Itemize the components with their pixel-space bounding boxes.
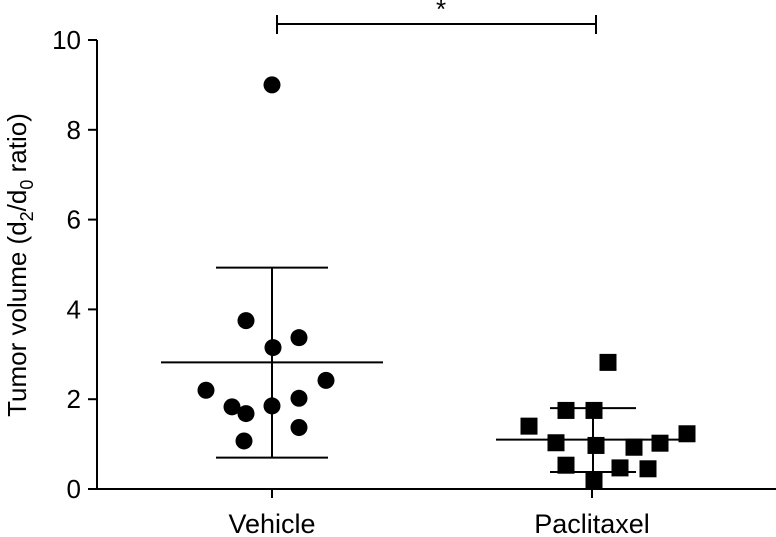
y-tick-label: 2 [67, 384, 81, 414]
data-point-square [547, 434, 565, 452]
data-point-square [585, 401, 603, 419]
data-point-square [557, 456, 575, 474]
data-point-square [585, 472, 603, 490]
y-tick-label: 8 [67, 115, 81, 145]
data-point-circle [223, 398, 241, 416]
data-markers [197, 76, 696, 490]
data-point-circle [290, 329, 308, 347]
y-tick-label: 0 [67, 474, 81, 504]
y-axis-title-suffix: ratio) [2, 113, 32, 179]
significance-bracket: * [276, 0, 597, 34]
data-point-circle [263, 397, 281, 415]
y-axis-title: Tumor volume (d2/d0 ratio) [2, 113, 37, 417]
y-axis-title-prefix: Tumor volume (d [2, 221, 32, 417]
data-point-square [651, 434, 669, 452]
data-point-square [625, 438, 643, 456]
y-tick-label: 6 [67, 205, 81, 235]
x-category-label: Paclitaxel [534, 509, 650, 537]
y-axis-title-sub2: 0 [17, 180, 37, 190]
data-point-circle [235, 432, 253, 450]
data-point-square [639, 460, 657, 478]
x-ticks: Vehicle Paclitaxel [228, 489, 650, 537]
data-point-square [678, 425, 696, 443]
x-category-label: Vehicle [228, 509, 315, 537]
axes [96, 40, 776, 490]
data-point-square [587, 436, 605, 454]
y-axis-title-mid: /d [2, 190, 32, 212]
data-point-circle [237, 312, 255, 330]
data-point-circle [290, 389, 308, 407]
data-point-circle [197, 381, 215, 399]
y-tick-label: 10 [52, 25, 81, 55]
y-tick-label: 4 [67, 294, 81, 324]
data-point-circle [264, 339, 282, 357]
significance-label: * [436, 0, 446, 24]
data-point-circle [237, 405, 255, 423]
y-ticks: 0 2 4 6 8 10 [52, 25, 97, 504]
data-point-circle [290, 418, 308, 436]
data-point-square [520, 417, 538, 435]
data-point-circle [317, 371, 335, 389]
data-point-square [599, 353, 617, 371]
data-point-square [557, 401, 575, 419]
data-point-circle [263, 76, 281, 94]
data-point-square [611, 459, 629, 477]
y-axis-title-sub1: 2 [17, 211, 37, 221]
